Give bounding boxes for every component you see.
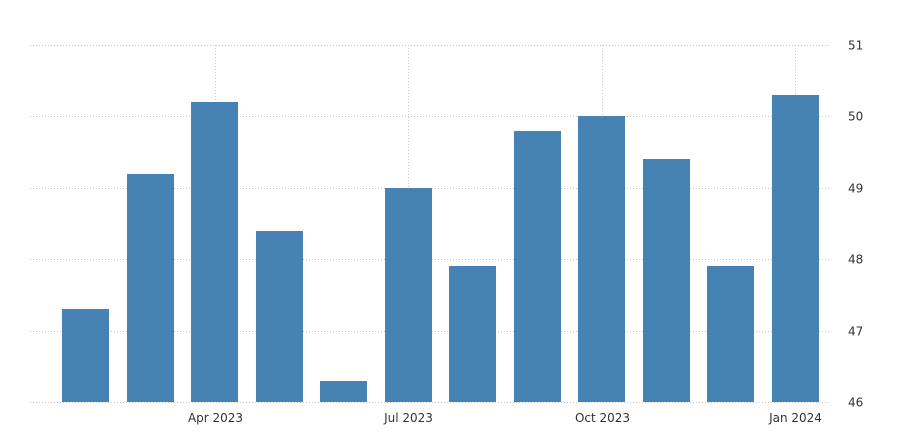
bar-layer [62, 95, 819, 402]
y-tick-label: 49 [848, 182, 863, 196]
bar [643, 159, 690, 402]
x-axis-ticks: Apr 2023 Jul 2023 Oct 2023 Jan 2024 [188, 411, 822, 425]
bar [707, 266, 754, 402]
y-axis-ticks: 46 47 48 49 50 51 [848, 39, 863, 410]
bar [62, 309, 109, 402]
x-tick-label: Jan 2024 [768, 411, 822, 425]
y-tick-label: 46 [848, 396, 863, 410]
x-tick-label: Oct 2023 [575, 411, 630, 425]
bar [578, 116, 625, 402]
y-tick-label: 51 [848, 39, 863, 53]
bar [385, 188, 432, 402]
y-tick-label: 50 [848, 110, 863, 124]
bar [449, 266, 496, 402]
bar [320, 381, 367, 402]
bar [191, 102, 238, 402]
x-tick-label: Apr 2023 [188, 411, 243, 425]
bar [772, 95, 819, 402]
bar [514, 131, 561, 402]
bar [127, 174, 174, 402]
y-tick-label: 47 [848, 325, 863, 339]
bar [256, 231, 303, 402]
y-tick-label: 48 [848, 253, 863, 267]
x-tick-label: Jul 2023 [383, 411, 433, 425]
